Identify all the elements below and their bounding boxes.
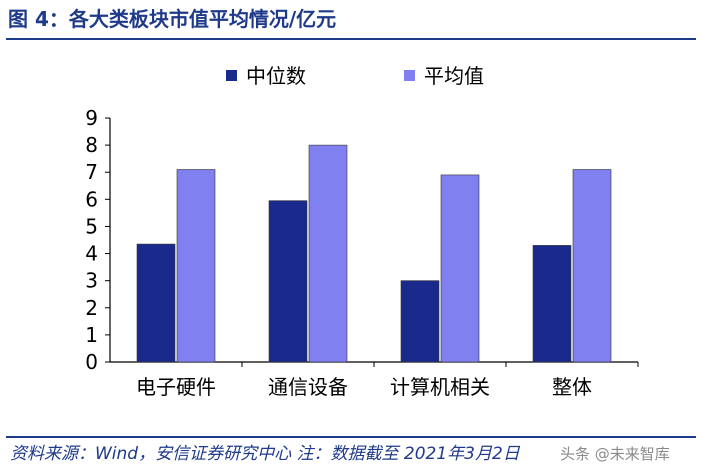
y-tick-label: 1 [85, 323, 98, 347]
category-label: 整体 [552, 375, 592, 399]
y-tick-label: 0 [85, 350, 98, 374]
category-label: 通信设备 [268, 375, 348, 399]
legend-label: 平均值 [424, 64, 484, 88]
y-tick-label: 3 [85, 269, 98, 293]
y-tick-label: 4 [85, 242, 98, 266]
bar-mean [440, 174, 480, 363]
watermark: 头条 @未来智库 [560, 445, 670, 463]
bar-median [268, 200, 308, 363]
bar-median [136, 243, 176, 363]
bar-mean [176, 169, 216, 363]
y-tick-label: 8 [85, 133, 98, 157]
y-tick-label: 7 [85, 160, 98, 184]
y-tick-label: 6 [85, 187, 98, 211]
figure-title: 图 4：各大类板块市值平均情况/亿元 [8, 7, 337, 31]
bar-median [400, 280, 440, 363]
title-divider [6, 38, 696, 40]
y-tick-label: 2 [85, 296, 98, 320]
legend-swatch [226, 70, 237, 81]
y-tick-label: 5 [85, 214, 98, 238]
legend-label: 中位数 [246, 64, 306, 88]
source-note: 资料来源：Wind，安信证券研究中心 注：数据截至 2021年3月2日 [10, 444, 520, 464]
bar-mean [572, 169, 612, 363]
category-label: 计算机相关 [390, 375, 490, 399]
footer-divider [6, 436, 696, 438]
y-tick-label: 9 [85, 106, 98, 130]
bar-median [532, 245, 572, 363]
category-label: 电子硬件 [136, 375, 216, 399]
bar-mean [308, 144, 348, 363]
legend-swatch [404, 70, 415, 81]
